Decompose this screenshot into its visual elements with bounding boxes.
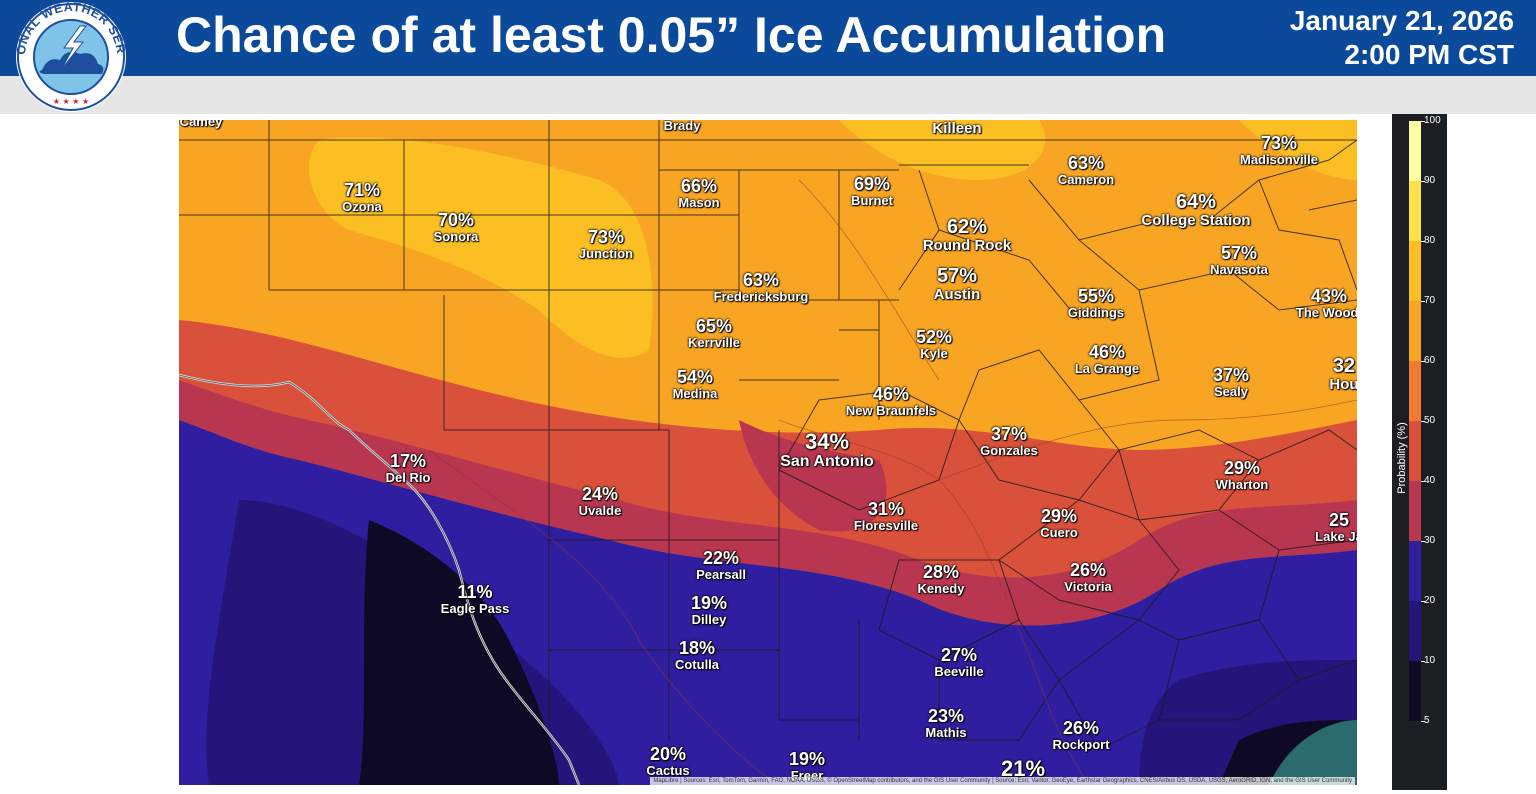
city-label: 54% Medina [672, 367, 718, 401]
city-label: Brady [663, 120, 701, 133]
city-label: 63% Fredericksburg [713, 270, 809, 304]
city-label: 27% Beeville [934, 645, 984, 679]
city-label: 71% Ozona [342, 180, 382, 214]
legend-tick-mark [1421, 601, 1425, 602]
city-label: 70% Sonora [433, 210, 479, 244]
city-label: Killeen [932, 120, 982, 137]
city-label: 19% Dilley [690, 593, 728, 627]
city-label: 69% Burnet [851, 174, 893, 208]
legend-title: Probability (%) [1396, 422, 1408, 494]
city-label: 37% Gonzales [980, 424, 1038, 458]
legend-tick-label: 80 [1424, 235, 1436, 246]
legend-tick-label: 100 [1424, 115, 1441, 126]
legend-tick-label: 30 [1424, 535, 1436, 546]
subheader-bar [0, 76, 1536, 114]
city-label: 62% Round Rock [922, 216, 1012, 254]
city-label: 29% Wharton [1215, 458, 1269, 492]
city-label: 63% Cameron [1057, 153, 1115, 187]
city-label: 29% Cuero [1040, 506, 1078, 540]
city-label: 37% Sealy [1212, 365, 1250, 399]
city-label: 43% The Woodl [1295, 286, 1357, 320]
legend-colorbar [1409, 121, 1421, 721]
issue-datetime: January 21, 2026 2:00 PM CST [1290, 4, 1514, 72]
city-label: 22% Pearsall [696, 548, 746, 582]
city-label: 26% Victoria [1064, 560, 1112, 594]
legend-tick-mark [1421, 661, 1425, 662]
city-label: 23% Mathis [925, 706, 967, 740]
city-label: Camey [179, 120, 223, 129]
city-label: 31% Floresville [853, 499, 919, 533]
legend-tick-label: 60 [1424, 355, 1436, 366]
city-label: 11% Eagle Pass [440, 582, 510, 616]
legend-tick-mark [1421, 721, 1425, 722]
legend-tick-mark [1421, 421, 1425, 422]
probability-contours [179, 120, 1357, 785]
legend-tick-label: 90 [1424, 175, 1436, 186]
legend-tick-label: 5 [1424, 715, 1430, 726]
city-label: 32 Hou [1329, 355, 1357, 393]
city-label: 34% San Antonio [780, 429, 874, 470]
issue-date: January 21, 2026 [1289, 5, 1514, 36]
legend-tick-label: 20 [1424, 595, 1436, 606]
legend-tick-mark [1421, 481, 1425, 482]
legend-tick-mark [1421, 541, 1425, 542]
legend-tick-mark [1421, 181, 1425, 182]
city-label: 65% Kerrville [687, 316, 741, 350]
city-label: 20% Cactus [646, 744, 690, 778]
city-label: 17% Del Rio [385, 451, 431, 485]
svg-text:★ ★ ★ ★: ★ ★ ★ ★ [53, 97, 89, 106]
city-label: 18% Cotulla [674, 638, 720, 672]
city-label: 55% Giddings [1067, 286, 1125, 320]
city-label: 64% College Station [1141, 191, 1251, 229]
city-label: 57% Austin [933, 265, 981, 303]
city-label: 21% [1000, 756, 1046, 781]
legend-tick-mark [1421, 301, 1425, 302]
issue-time: 2:00 PM CST [1344, 39, 1514, 70]
city-label: 46% La Grange [1074, 342, 1140, 376]
city-label: 28% Kenedy [917, 562, 965, 596]
title-banner [0, 0, 1536, 76]
city-label: 66% Mason [678, 176, 720, 210]
map-title: Chance of at least 0.05” Ice Accumulatio… [176, 7, 1167, 63]
legend-tick-label: 40 [1424, 475, 1436, 486]
city-label: 73% Madisonville [1239, 133, 1319, 167]
city-label: 73% Junction [578, 227, 634, 261]
city-label: 24% Uvalde [578, 484, 622, 518]
map-attribution: MapLibre | Sources: Esri, TomTom, Garmin… [650, 777, 1355, 785]
legend-tick-mark [1421, 121, 1425, 122]
city-label: 52% Kyle [915, 327, 953, 361]
nws-logo: NATIONAL WEATHER SERVICE ★ ★ ★ ★ [12, 0, 127, 112]
city-label: 26% Rockport [1052, 718, 1110, 752]
legend-tick-mark [1421, 361, 1425, 362]
legend-tick-label: 50 [1424, 415, 1436, 426]
legend-tick-label: 70 [1424, 295, 1436, 306]
legend-tick-label: 10 [1424, 655, 1436, 666]
city-label: 57% Navasota [1210, 243, 1268, 277]
legend-tick-mark [1421, 241, 1425, 242]
city-label: 46% New Braunfels [845, 384, 937, 418]
probability-map[interactable]: Camey Brady Killeen 73% Madisonville 71% O… [179, 120, 1357, 785]
